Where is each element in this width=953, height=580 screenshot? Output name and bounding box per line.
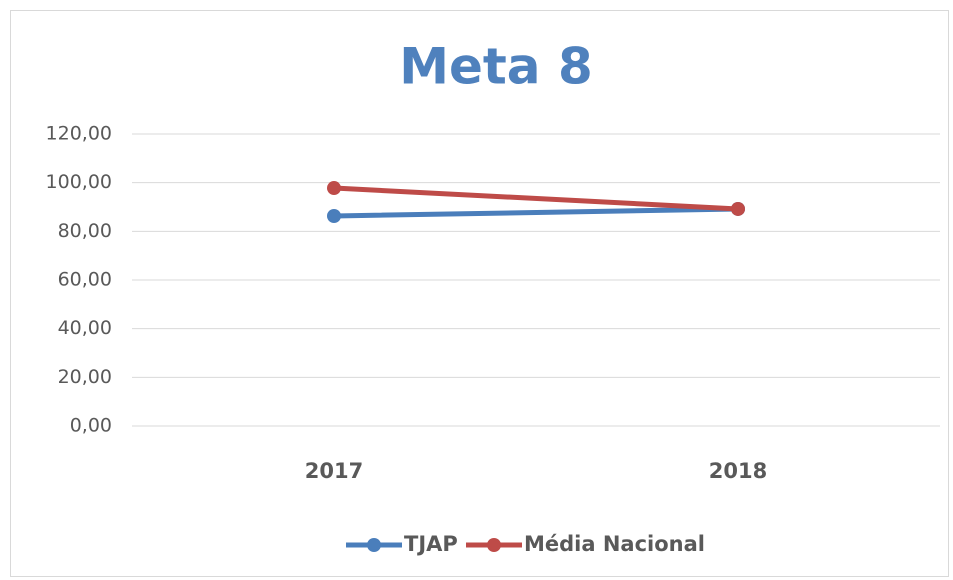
series-line — [331, 206, 741, 219]
y-tick-label: 40,00 — [58, 317, 112, 339]
y-tick-label: 0,00 — [70, 415, 112, 437]
chart-title: Meta 8 — [399, 38, 593, 96]
series-marker — [327, 181, 341, 196]
legend-label: TJAP — [404, 532, 458, 556]
series-line — [331, 185, 741, 212]
y-tick-label: 100,00 — [46, 171, 112, 193]
y-tick-label: 20,00 — [58, 366, 112, 388]
legend-marker — [367, 538, 381, 552]
y-tick-label: 60,00 — [58, 269, 112, 291]
legend-marker — [487, 538, 501, 552]
x-tick-label: 2017 — [305, 459, 363, 483]
y-tick-label: 120,00 — [46, 123, 112, 145]
legend-label: Média Nacional — [524, 532, 705, 556]
series-marker — [731, 201, 745, 216]
x-tick-label: 2018 — [709, 459, 767, 483]
y-tick-label: 80,00 — [58, 220, 112, 242]
chart-border — [10, 10, 949, 577]
series-marker — [327, 209, 341, 224]
